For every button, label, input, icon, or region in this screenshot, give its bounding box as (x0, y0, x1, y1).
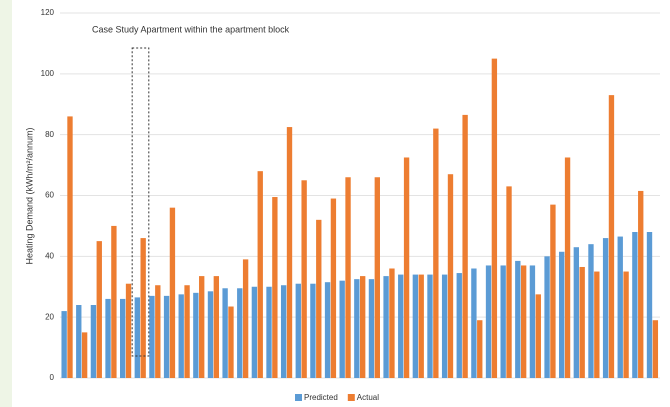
bar (280, 285, 287, 378)
bar (520, 265, 527, 378)
bar (594, 271, 600, 378)
bar (433, 128, 439, 378)
y-tick-label: 60 (45, 191, 54, 200)
bar (134, 297, 140, 378)
bar (564, 157, 571, 378)
bar (500, 265, 506, 378)
bar (360, 276, 366, 378)
bar (638, 190, 644, 378)
y-tick-label: 80 (45, 130, 54, 139)
y-axis-label: Heating Demand (kWh/m²/annum) (24, 127, 34, 264)
bar (579, 266, 585, 378)
bar (111, 225, 117, 378)
bar (324, 282, 331, 378)
bar (61, 311, 67, 378)
bar (535, 294, 541, 378)
bar (529, 265, 536, 378)
bar (646, 232, 653, 378)
legend-swatch (347, 394, 355, 401)
bar (316, 219, 322, 378)
bar (477, 320, 483, 378)
bar (588, 244, 594, 378)
bar (149, 295, 155, 378)
bar (550, 204, 556, 378)
bar (602, 238, 609, 378)
bar (544, 256, 550, 378)
bar (623, 271, 629, 378)
bar (515, 260, 521, 378)
bar (155, 285, 161, 378)
y-tick-label: 0 (50, 373, 55, 382)
bar (140, 238, 146, 378)
bar (199, 276, 205, 378)
y-tick-label: 100 (41, 69, 55, 78)
bar (222, 288, 228, 378)
bar (412, 274, 419, 378)
bar (125, 283, 132, 378)
bar (81, 332, 88, 378)
bar (213, 276, 220, 378)
bar (345, 177, 351, 378)
bar (67, 116, 73, 379)
bar (76, 305, 82, 378)
bar (193, 292, 199, 378)
bar (120, 298, 126, 378)
annotation: Case Study Apartment within the apartmen… (92, 24, 290, 34)
bar (374, 177, 380, 378)
bar (339, 280, 345, 378)
bar (506, 186, 512, 378)
bar (257, 171, 263, 378)
bar (403, 157, 410, 378)
bar (389, 268, 395, 378)
bar (169, 207, 176, 378)
bar (608, 95, 615, 378)
y-tick-label: 40 (45, 251, 54, 260)
side-strip (0, 0, 12, 407)
bar (398, 274, 404, 378)
bar (251, 286, 258, 378)
bar (383, 276, 389, 378)
bar (301, 180, 307, 378)
legend-swatch (295, 394, 302, 401)
bar (485, 265, 492, 378)
legend-label: Actual (357, 393, 379, 402)
bar (242, 259, 249, 378)
bar (163, 295, 170, 378)
bar (632, 232, 638, 378)
bar (310, 283, 316, 378)
bar (462, 114, 468, 378)
bar (471, 268, 477, 378)
bar (427, 274, 433, 378)
bar (295, 283, 301, 378)
highlight-box (131, 47, 150, 357)
bar (573, 247, 580, 378)
bar (447, 174, 454, 378)
bar (184, 285, 190, 378)
bar (491, 58, 498, 378)
bar (368, 279, 375, 378)
bar (441, 274, 448, 378)
y-tick-label: 20 (45, 312, 54, 321)
bar (207, 291, 214, 378)
bar (266, 286, 272, 378)
bar (617, 236, 623, 378)
bar (652, 320, 659, 378)
bar (228, 306, 234, 378)
bar (96, 241, 102, 378)
bar (286, 127, 293, 378)
bar (330, 198, 337, 378)
bar (272, 197, 278, 378)
bar (559, 251, 565, 378)
bar (105, 298, 111, 378)
bar (418, 274, 424, 378)
y-tick-label: 120 (41, 8, 55, 17)
bar (237, 288, 243, 378)
bar (178, 294, 184, 378)
bar (456, 273, 462, 378)
bar (354, 279, 360, 378)
bar (90, 305, 97, 378)
legend-label: Predicted (304, 393, 338, 402)
